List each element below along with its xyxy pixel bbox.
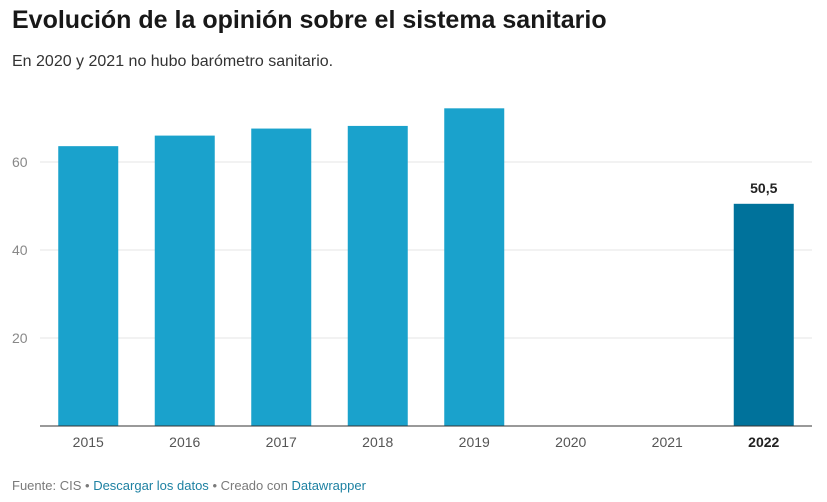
bar-chart: 20 40 60 2015 2016 2017 2018 2019 2020 2021 2022 50… bbox=[12, 108, 812, 450]
footer-separator: • bbox=[85, 478, 90, 493]
bar-2016 bbox=[154, 135, 215, 426]
x-tick-label: 2020 bbox=[555, 434, 586, 450]
y-tick-label: 40 bbox=[12, 242, 28, 258]
x-tick-label: 2017 bbox=[266, 434, 297, 450]
y-tick-label: 60 bbox=[12, 154, 28, 170]
x-tick-label: 2018 bbox=[362, 434, 393, 450]
x-tick-label: 2022 bbox=[748, 434, 779, 450]
x-tick-label: 2021 bbox=[652, 434, 683, 450]
source-label: Fuente: CIS bbox=[12, 478, 82, 493]
bar-2015 bbox=[58, 146, 119, 426]
bar-2022 bbox=[733, 203, 794, 426]
x-tick-label: 2015 bbox=[73, 434, 104, 450]
x-tick-label: 2019 bbox=[459, 434, 490, 450]
chart-subtitle: En 2020 y 2021 no hubo barómetro sanitar… bbox=[12, 53, 334, 70]
footer-separator: • bbox=[212, 478, 217, 493]
data-label: 50,5 bbox=[750, 180, 777, 196]
download-data-link[interactable]: Descargar los datos bbox=[93, 478, 209, 493]
footer: Fuente: CIS • Descargar los datos • Crea… bbox=[12, 478, 366, 493]
y-tick-label: 20 bbox=[12, 330, 28, 346]
created-with-label: Creado con bbox=[220, 478, 288, 493]
x-tick-label: 2016 bbox=[169, 434, 200, 450]
datawrapper-link[interactable]: Datawrapper bbox=[291, 478, 366, 493]
bar-2019 bbox=[444, 108, 505, 426]
chart-title: Evolución de la opinión sobre el sistema… bbox=[12, 6, 607, 34]
bar-2018 bbox=[347, 125, 408, 427]
bar-2017 bbox=[251, 128, 312, 426]
